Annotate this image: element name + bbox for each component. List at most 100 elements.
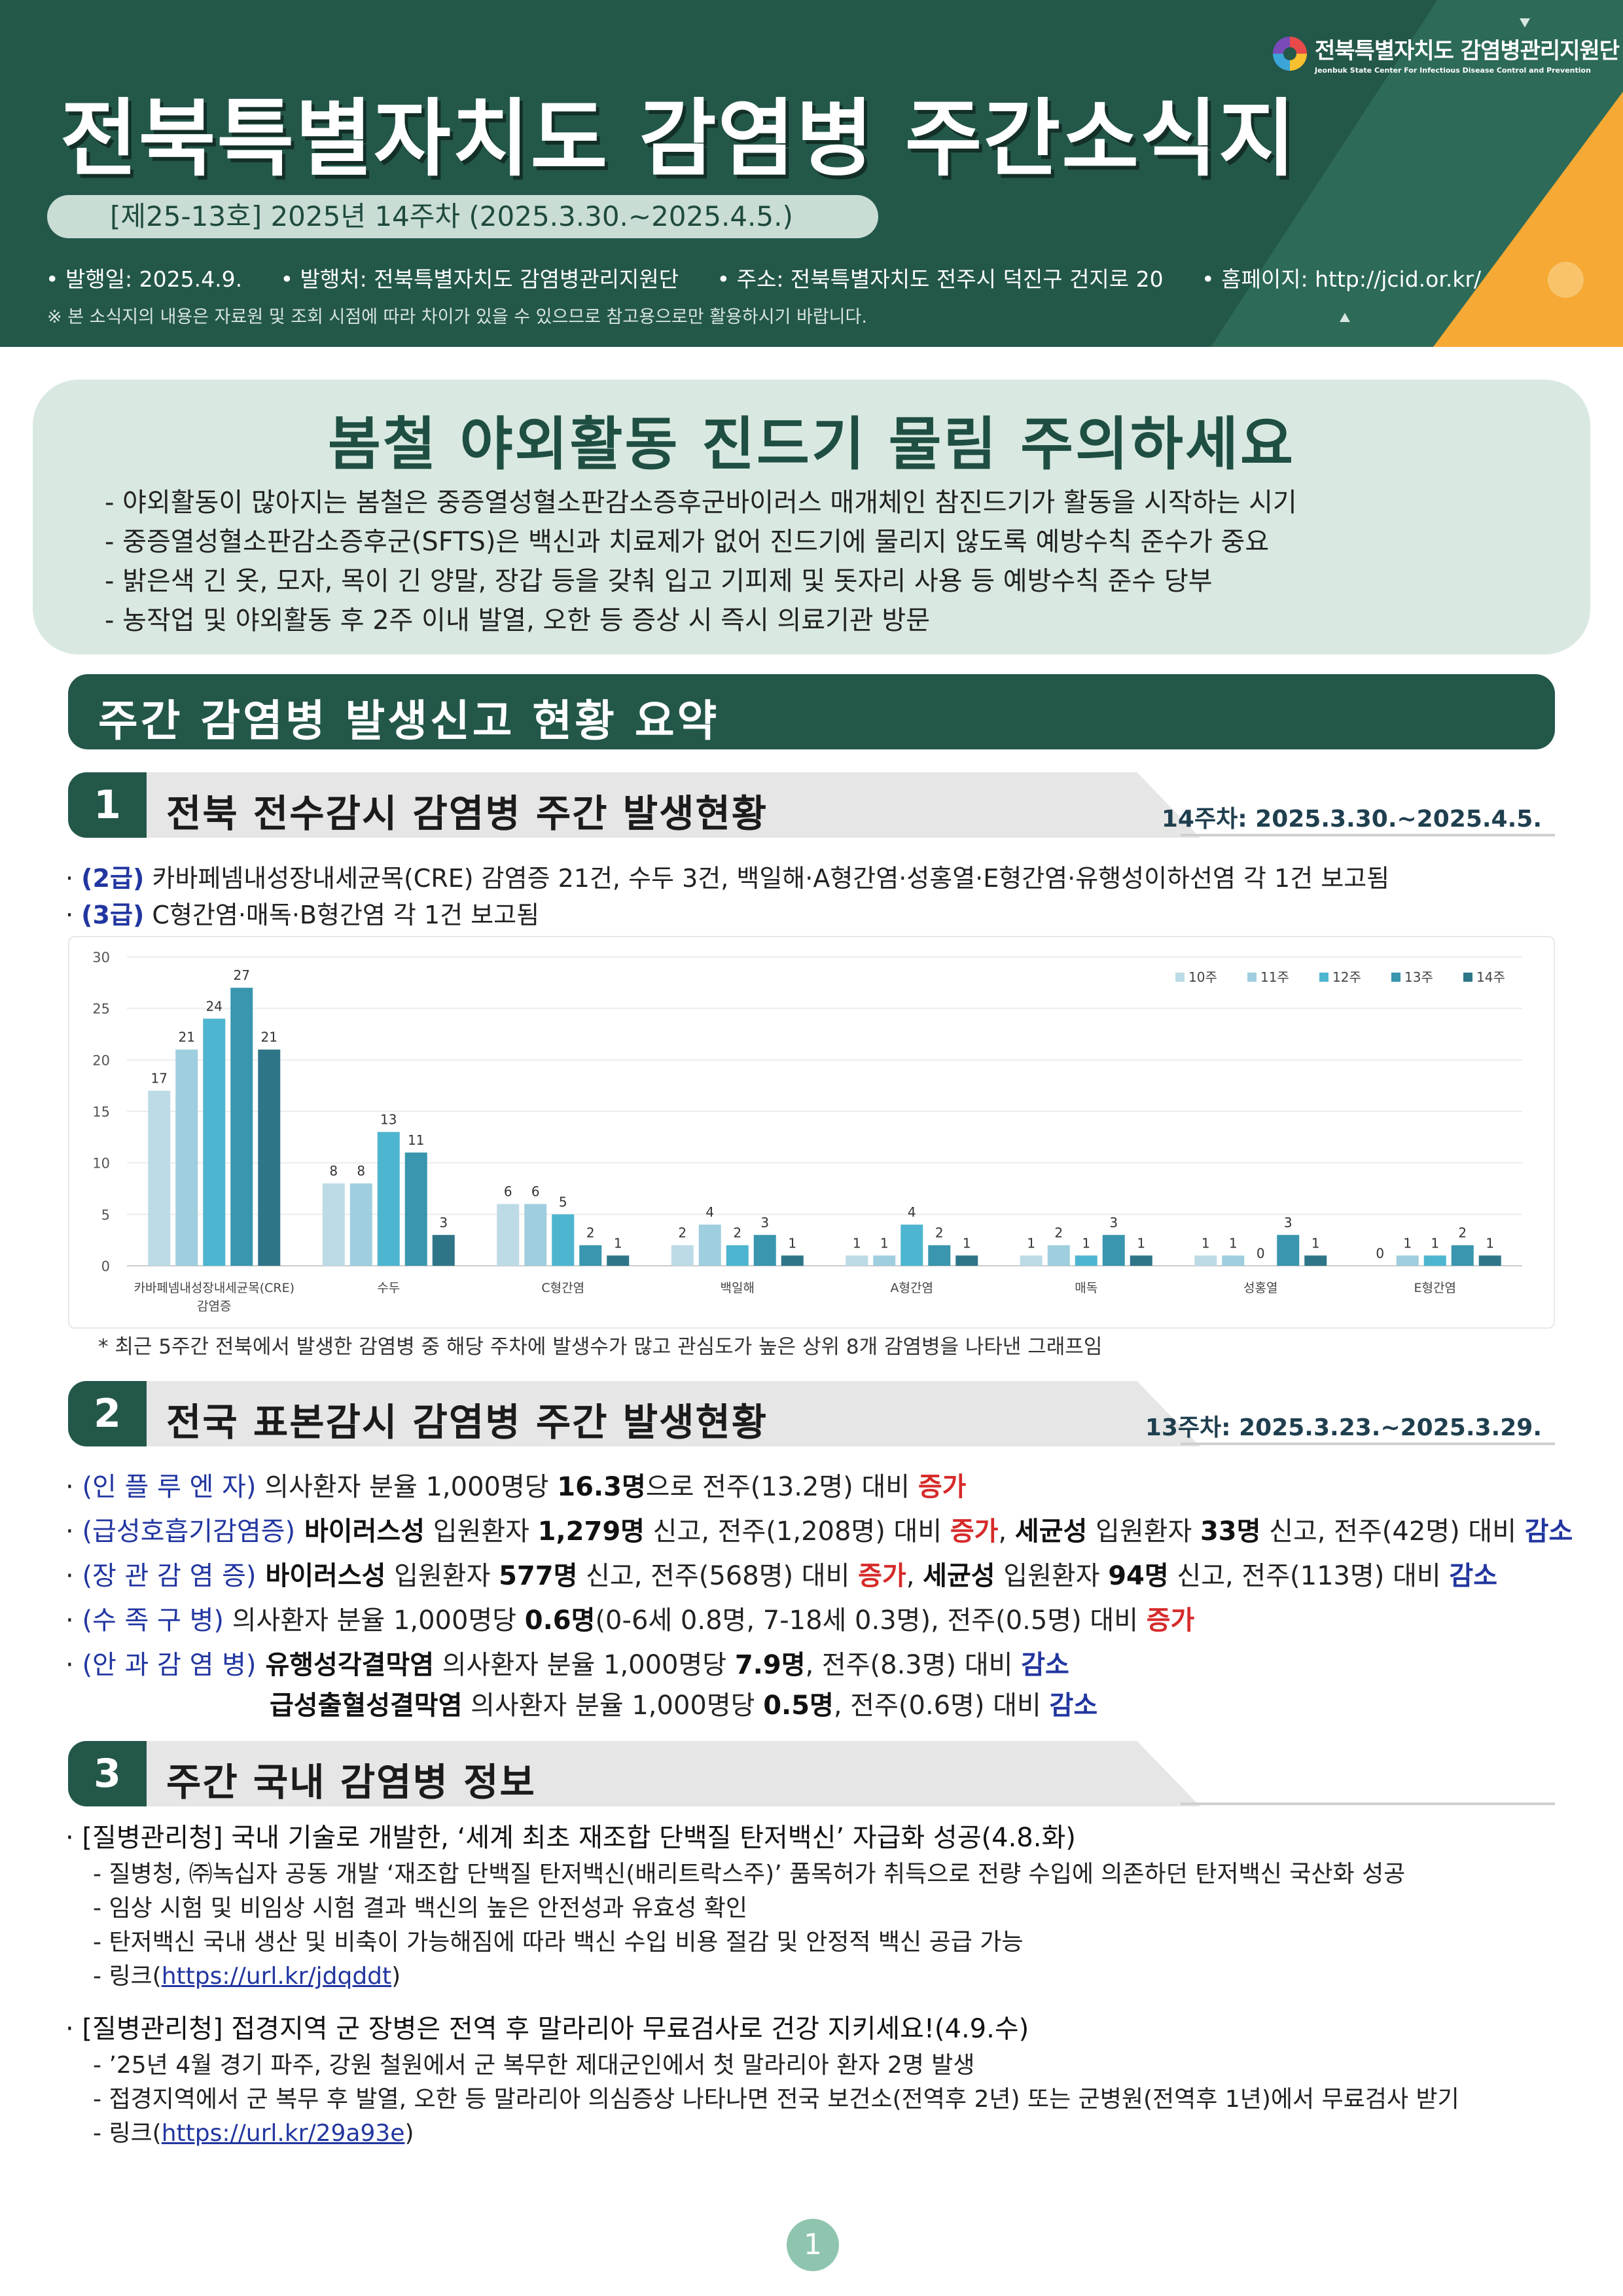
bar [579, 1245, 602, 1266]
data-label: 2 [733, 1225, 741, 1241]
data-label: 17 [151, 1071, 168, 1086]
row-value: 세균성 [923, 1561, 995, 1591]
data-label: 0 [1257, 1246, 1265, 1261]
news-item-1: · [질병관리청] 국내 기술로 개발한, ‘세계 최초 재조합 단백질 탄저백… [65, 1818, 1405, 1994]
row-text: 입원환자 [1087, 1516, 1200, 1547]
data-label: 4 [705, 1204, 714, 1220]
trend-label: 감소 [1524, 1516, 1573, 1547]
grade-label: (2급) [81, 864, 145, 893]
data-label: 11 [408, 1132, 424, 1148]
legend-label: 12주 [1332, 969, 1361, 985]
row-value: 33명 [1200, 1516, 1261, 1547]
section-1-summary: · (2급) 카바페넴내성장내세균목(CRE) 감염증 21건, 수두 3건, … [65, 860, 1389, 933]
news-link-row: 링크(https://url.kr/29a93e) [65, 2117, 1459, 2151]
data-label: 2 [586, 1225, 595, 1241]
alert-item: 농작업 및 야외활동 후 2주 이내 발열, 오한 등 증상 시 즉시 의료기관… [105, 601, 1297, 640]
triangle-icon [1340, 313, 1350, 322]
data-label: 1 [1082, 1235, 1090, 1251]
bar [1047, 1245, 1070, 1266]
header-accent-circle [1548, 262, 1584, 298]
row-value: 바이러스성 [256, 1561, 386, 1591]
sentinel-surveillance-list: · (인 플 루 엔 자) 의사환자 분율 1,000명당 16.3명으로 전주… [65, 1465, 1573, 1724]
section-date: 14주차: 2025.3.30.~2025.4.5. [1161, 806, 1542, 833]
legend-swatch [1175, 973, 1185, 982]
data-label: 6 [504, 1184, 512, 1200]
data-label: 3 [1109, 1215, 1118, 1230]
y-tick-label: 15 [92, 1104, 110, 1120]
row-text: , 전주(8.3명) 대비 [805, 1650, 1022, 1680]
section-1-header: 1 전북 전수감시 감염병 주간 발생현황 14주차: 2025.3.30.~2… [68, 772, 1555, 838]
category-label: (급성호흡기감염증) [82, 1516, 296, 1547]
row-value: 세균성 [1014, 1516, 1088, 1547]
x-tick-label: 감염증 [197, 1299, 231, 1314]
bar [955, 1255, 978, 1266]
row-value: 94명 [1108, 1561, 1169, 1591]
data-label: 24 [206, 998, 223, 1014]
legend-label: 14주 [1476, 969, 1505, 985]
row-text: , [998, 1516, 1015, 1547]
row-text: 의사환자 분율 1,000명당 [462, 1691, 764, 1721]
section-band [147, 1741, 1200, 1806]
data-label: 3 [1284, 1215, 1293, 1230]
section-divider [1181, 1443, 1555, 1445]
publication-date: • 발행일: 2025.4.9. [46, 266, 243, 292]
legend-label: 10주 [1188, 969, 1217, 985]
row-text: 신고, 전주(568명) 대비 [577, 1561, 859, 1591]
link-suffix: ) [404, 2120, 414, 2147]
ophthalmic-row: · (안 과 감 염 병) 유행성각결막염 의사환자 분율 1,000명당 7.… [65, 1643, 1573, 1687]
logo-korean-name: 전북특별자치도 감염병관리지원단 [1315, 38, 1620, 64]
section-band [147, 1381, 1200, 1446]
chart-footnote: * 최근 5주간 전북에서 발생한 감염병 중 해당 주차에 발생수가 많고 관… [98, 1335, 1103, 1359]
issue-badge: [제25-13호] 2025년 14주차 (2025.3.30.~2025.4.… [47, 195, 878, 238]
news-link[interactable]: https://url.kr/jdqddt [161, 1963, 392, 1990]
summary-banner: 주간 감염병 발생신고 현황 요약 [68, 674, 1555, 749]
newsletter-title: 전북특별자치도 감염병 주간소식지 [60, 90, 1297, 188]
row-text: , 전주(0.6명) 대비 [833, 1691, 1050, 1721]
category-label: (인 플 루 엔 자) [82, 1472, 257, 1502]
y-tick-label: 25 [92, 1001, 110, 1017]
news-detail: 접경지역에서 군 복무 후 발열, 오한 등 말라리아 의심증상 나타나면 전국… [65, 2083, 1459, 2117]
trend-label: 감소 [1021, 1650, 1069, 1680]
row-text: 입원환자 [385, 1561, 499, 1591]
x-tick-label: 성홍열 [1243, 1281, 1277, 1295]
data-label: 1 [614, 1235, 622, 1251]
bar [1075, 1255, 1097, 1266]
row-value: 급성출혈성결막염 [270, 1691, 463, 1721]
page-number: 1 [787, 2219, 839, 2271]
data-label: 3 [760, 1215, 769, 1230]
data-label: 27 [234, 967, 250, 983]
category-label: (수 족 구 병) [82, 1605, 224, 1636]
section-divider [1181, 834, 1555, 836]
row-value: 유행성각결막염 [256, 1650, 435, 1680]
enteric-row: · (장 관 감 염 증) 바이러스성 입원환자 577명 신고, 전주(568… [65, 1554, 1573, 1598]
alert-list: 야외활동이 많아지는 봄철은 중증열성혈소판감소증후군바이러스 매개체인 참진드… [105, 483, 1297, 640]
bar [1222, 1255, 1245, 1266]
alert-item: 야외활동이 많아지는 봄철은 중증열성혈소판감소증후군바이러스 매개체인 참진드… [105, 483, 1297, 522]
data-label: 2 [678, 1225, 687, 1241]
section-divider [1181, 1803, 1555, 1805]
row-text: 의사환자 분율 1,000명당 [434, 1650, 735, 1680]
bar-chart: 0510152025301721242721카바페넴내성장내세균목(CRE)감염… [92, 950, 1522, 1314]
x-tick-label: 카바페넴내성장내세균목(CRE) [134, 1281, 294, 1295]
homepage-link[interactable]: • 홈페이지: http://jcid.or.kr/ [1202, 266, 1482, 292]
x-tick-label: E형간염 [1414, 1281, 1456, 1295]
bar [928, 1245, 951, 1266]
news-link[interactable]: https://url.kr/29a93e [161, 2120, 405, 2147]
row-value: 1,279명 [537, 1516, 645, 1547]
bar [753, 1234, 776, 1266]
publication-info: • 발행일: 2025.4.9. • 발행처: 전북특별자치도 감염병관리지원단… [46, 262, 1512, 293]
hfmd-row: · (수 족 구 병) 의사환자 분율 1,000명당 0.6명(0-6세 0.… [65, 1598, 1573, 1643]
trend-label: 증가 [1146, 1605, 1195, 1636]
data-label: 1 [1027, 1235, 1035, 1251]
bar [1102, 1234, 1125, 1266]
category-label: (장 관 감 염 증) [82, 1561, 257, 1591]
org-logo: 전북특별자치도 감염병관리지원단 Jeonbuk State Center Fo… [1273, 33, 1620, 75]
section-number: 3 [68, 1741, 147, 1806]
bar [175, 1049, 198, 1266]
bar [148, 1090, 171, 1266]
trend-label: 증가 [918, 1472, 967, 1502]
trend-label: 증가 [858, 1561, 906, 1591]
row-value: 0.5명 [763, 1691, 834, 1721]
alert-item: 밝은색 긴 옷, 모자, 목이 긴 양말, 장갑 등을 갖춰 입고 기피제 및 … [105, 562, 1297, 601]
row-text: 신고, 전주(113명) 대비 [1168, 1561, 1450, 1591]
